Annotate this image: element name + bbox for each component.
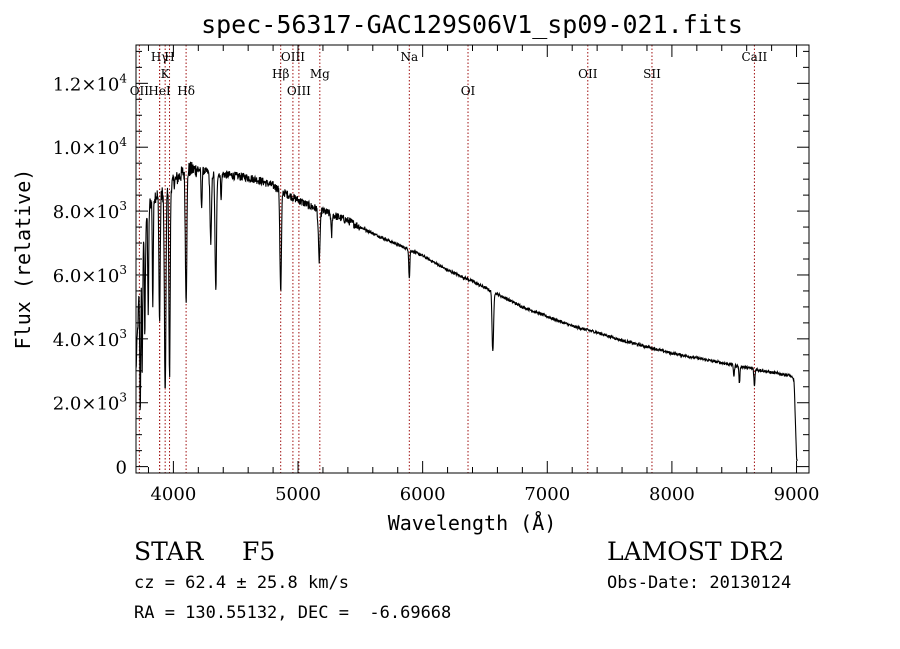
line-label-8: OIII [287, 84, 311, 98]
x-tick-label-1: 5000 [275, 484, 321, 505]
y-tick-label-1: 2.0×103 [53, 391, 127, 415]
object-class: STAR [134, 537, 204, 566]
y-tick-label-2: 4.0×103 [53, 327, 127, 351]
x-tick-label-5: 9000 [774, 484, 820, 505]
sky-coordinates: RA = 130.55132, DEC = -6.69668 [134, 603, 452, 623]
spectrum-line [135, 161, 798, 461]
y-tick-label-4: 8.0×103 [53, 199, 127, 223]
line-label-1: H [164, 50, 174, 64]
observation-date: Obs-Date: 20130124 [607, 573, 792, 593]
spectrum-plot [135, 161, 798, 461]
line-label-7: Hβ [272, 67, 289, 81]
y-tick-label-6: 1.2×104 [53, 71, 128, 95]
axis-ticks [136, 45, 809, 473]
line-label-13: SII [643, 67, 661, 81]
chart-title: spec-56317-GAC129S06V1_sp09-021.fits [201, 10, 743, 39]
survey-name: LAMOST DR2 [607, 537, 785, 566]
x-tick-label-3: 7000 [524, 484, 570, 505]
y-tick-label-0: 0 [116, 458, 127, 479]
line-label-10: Na [400, 50, 418, 64]
line-label-6: OIII [281, 50, 305, 64]
line-label-5: Hδ [177, 84, 195, 98]
y-tick-label-3: 6.0×103 [53, 263, 127, 287]
y-tick-label-5: 1.0×104 [53, 135, 128, 159]
plot-frame [135, 44, 810, 474]
x-tick-label-2: 6000 [400, 484, 446, 505]
x-tick-label-4: 8000 [649, 484, 695, 505]
line-label-4: HeI [148, 84, 171, 98]
x-tick-label-0: 4000 [150, 484, 196, 505]
y-axis-label: Flux (relative) [11, 169, 35, 350]
line-label-14: CaII [741, 50, 767, 64]
line-label-9: Mg [310, 67, 330, 81]
line-label-11: OI [461, 84, 476, 98]
tick-labels: 4000 5000 6000 7000 8000 9000 0 2.0×103 4.0×103 6… [53, 71, 820, 505]
line-label-2: K [161, 67, 171, 81]
x-axis-label: Wavelength (Å) [388, 511, 557, 535]
line-label-3: OII [130, 84, 150, 98]
line-label-12: OII [578, 67, 598, 81]
object-subclass: F5 [242, 537, 276, 566]
redshift-velocity: cz = 62.4 ± 25.8 km/s [134, 573, 349, 593]
